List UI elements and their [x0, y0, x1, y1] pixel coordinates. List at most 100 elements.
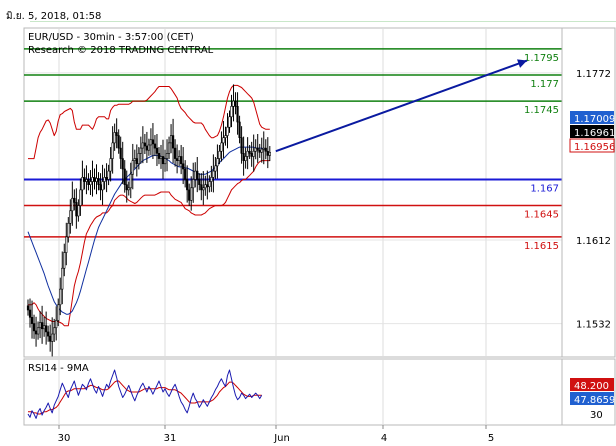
candle-body: [190, 187, 193, 201]
candle-body: [171, 135, 175, 149]
candle-body: [224, 135, 227, 138]
price-badge: [570, 125, 614, 138]
rsi-badge: [570, 378, 614, 391]
candle-body: [127, 187, 130, 191]
candle-body: [32, 323, 36, 332]
chart-title: EUR/USD - 30min - 3:57:00 (CET): [28, 32, 194, 43]
candle-body: [151, 139, 155, 145]
candle-body: [198, 179, 201, 185]
candle-body: [186, 179, 189, 191]
candle-body: [43, 325, 46, 330]
candle-body: [101, 181, 104, 191]
candle-body: [246, 150, 249, 157]
time-tick-label: 5: [488, 433, 494, 444]
candle-body: [73, 197, 76, 203]
candle-body: [226, 126, 229, 136]
candle-body: [268, 151, 271, 156]
candle-body: [184, 168, 187, 180]
rsi-axis: 30 48.200 47.8659: [561, 359, 615, 425]
candle-body: [176, 158, 179, 161]
price-badge: [569, 138, 615, 153]
candle-body: [38, 322, 42, 329]
candle-body: [79, 189, 82, 206]
level-label: 1.167: [530, 183, 559, 194]
candle-body: [63, 252, 66, 269]
candle-body: [135, 158, 138, 165]
forecast-arrow-shaft: [275, 59, 528, 153]
candle-body: [61, 267, 64, 290]
candle-body: [222, 137, 225, 144]
candle-body: [157, 153, 161, 159]
candle-body: [260, 148, 263, 153]
candle-body: [30, 317, 34, 324]
candle-body: [111, 142, 114, 159]
price-badge-label: 1.16961: [574, 128, 615, 139]
candle-body: [85, 179, 88, 182]
candle-body: [173, 147, 177, 159]
candle-body: [129, 173, 132, 189]
price-tick-label: 1.1772: [576, 69, 611, 80]
level-label: 1.1745: [524, 105, 559, 116]
candle-body: [47, 331, 50, 337]
price-pane: 1.1795 1.177 1.1745 1.167 1.1645 1.1615 1.177…: [23, 27, 616, 358]
candle-body: [210, 177, 213, 182]
candle-body: [115, 132, 118, 136]
timestamp-divider: [30, 21, 616, 22]
price-tick-label: 1.1532: [576, 320, 611, 331]
candle-body: [250, 153, 253, 157]
candle-body: [119, 147, 122, 159]
candle-body: [264, 147, 267, 152]
candle-body: [28, 309, 32, 318]
forecast-arrowhead: [517, 59, 527, 68]
time-axis: 30 31 Jun 4 5: [58, 425, 494, 444]
candle-body: [230, 106, 233, 118]
candle-body: [75, 202, 78, 217]
rsi-title: RSI14 - 9MA: [28, 363, 89, 374]
candle-body: [159, 156, 163, 159]
candle-body: [91, 177, 94, 182]
candle-body: [242, 153, 245, 161]
candle-body: [161, 156, 165, 165]
price-levels: 1.1795 1.177 1.1745 1.167 1.1645 1.1615: [24, 48, 562, 252]
candle-body: [55, 320, 58, 329]
candle-body: [97, 178, 100, 185]
rsi-pane-frame: [23, 358, 616, 426]
candle-body: [236, 106, 239, 123]
candle-body: [244, 156, 247, 161]
chart-area: 1.1795 1.177 1.1745 1.167 1.1645 1.1615 1.177…: [23, 27, 616, 444]
candle-body: [45, 325, 48, 333]
candle-body: [182, 163, 185, 170]
candle-body: [206, 184, 209, 188]
candle-body: [165, 153, 169, 159]
price-badge-label: 1.16956: [574, 142, 615, 153]
rsi-grid: [58, 359, 487, 425]
candle-body: [83, 177, 86, 182]
candle-body: [256, 147, 259, 151]
candle-body: [266, 150, 269, 156]
candle-body: [67, 223, 70, 238]
candle-body: [155, 147, 159, 154]
chart-subtitle: Research © 2018 TRADING CENTRAL: [28, 45, 214, 56]
rsi-badge: [570, 392, 614, 405]
candle-body: [167, 142, 171, 154]
time-tick-label: 4: [381, 433, 387, 444]
candle-body: [139, 147, 142, 154]
candle-body: [36, 327, 40, 335]
candle-body: [254, 147, 257, 152]
level-label: 1.1615: [524, 241, 559, 252]
candle-body: [53, 327, 56, 335]
candle-body: [178, 156, 181, 161]
candle-body: [105, 177, 108, 180]
price-badge: [570, 111, 614, 124]
candle-body: [145, 145, 148, 151]
candle-body: [147, 144, 151, 151]
candle-body: [133, 158, 136, 161]
rsi-badge-label: 47.8659: [574, 395, 615, 406]
candle-body: [125, 184, 128, 191]
candle-body: [232, 100, 235, 107]
candle-body: [196, 170, 199, 180]
level-label: 1.1645: [524, 210, 559, 221]
candle-body: [71, 197, 74, 212]
candle-body: [216, 158, 219, 167]
candle-body: [204, 184, 207, 189]
